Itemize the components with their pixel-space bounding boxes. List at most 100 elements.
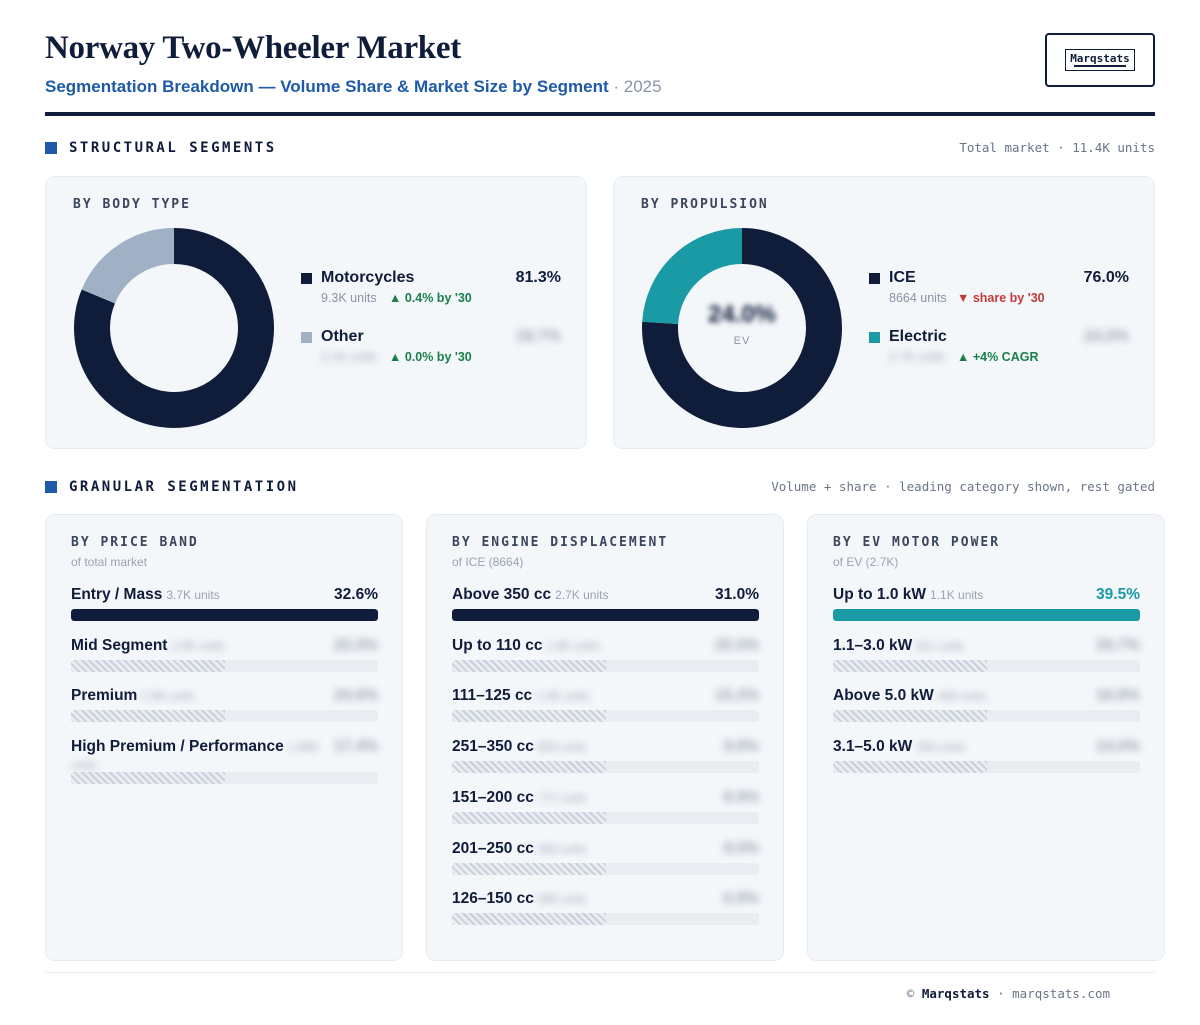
bar-label-text: Entry / Mass (71, 586, 163, 603)
bar-fill-gated (452, 862, 606, 875)
bar-value: 39.5% (1096, 586, 1140, 603)
engine-displacement-card: BY ENGINE DISPLACEMENT of ICE (8664) Abo… (426, 514, 784, 961)
bar-units-gated: 2.9K units (171, 638, 225, 653)
bar-label-text: 111–125 cc (452, 687, 533, 705)
donut-slice-ice (642, 228, 842, 428)
section-marker (45, 142, 57, 154)
bar-label-text: 1.1–3.0 kW (833, 636, 913, 654)
bar-label: 1.1–3.0 kW 811 units (833, 637, 964, 655)
bar-track (452, 811, 759, 824)
footer-brand: Marqstats (921, 986, 990, 1001)
body-type-card: BY BODY TYPE Motorcycles 81.3% 9.3K unit… (45, 176, 587, 449)
bar-label: 251–350 cc 850 units (452, 738, 587, 756)
bar-label: Above 350 cc 2.7K units (452, 586, 608, 604)
bar-track (71, 710, 378, 723)
bar-label-text: 251–350 cc (452, 738, 534, 756)
bar-label: High Premium / Performance 1.98K units (71, 738, 331, 774)
structural-section-header: STRUCTURAL SEGMENTS Total market · 11.4K… (45, 140, 1155, 160)
bar-fill-gated (452, 659, 606, 672)
bar-value: 31.0% (715, 586, 759, 603)
bar-track (833, 659, 1140, 672)
logo-rule (1074, 65, 1126, 67)
footer-copyright: © (906, 986, 915, 1001)
donut-slice-other (81, 228, 175, 304)
legend-item-other: Other 18.7% 2.1K units ▲ 0.0% by '30 (301, 328, 561, 372)
bar-units: 2.7K units (555, 588, 609, 602)
bar-fill-gated (833, 659, 987, 672)
card-title: BY ENGINE DISPLACEMENT (452, 535, 669, 550)
legend-units-gated: 2.1K units (321, 350, 377, 364)
bar-label: Premium 2.8K units (71, 687, 195, 705)
bar-label: Up to 110 cc 1.8K units (452, 637, 600, 655)
bar-units-gated: 693 units (537, 841, 587, 856)
bar-track (71, 772, 378, 785)
legend-swatch (301, 273, 312, 284)
bar-label-text: Mid Segment (71, 636, 168, 654)
body-type-donut (74, 228, 274, 428)
bar-value-gated: 15.2% (715, 687, 759, 705)
bar-value-gated: 20.5% (715, 636, 759, 654)
bar-fill (452, 609, 759, 621)
page-title: Norway Two-Wheeler Market (45, 30, 461, 66)
donut-center-value: 24.0% (707, 301, 777, 328)
bar-track (452, 761, 759, 774)
bar-units: 1.1K units (930, 588, 984, 602)
bar-label: 126–150 cc 589 units (452, 890, 587, 908)
ev-motor-power-card: BY EV MOTOR POWER of EV (2.7K) Up to 1.0… (807, 514, 1165, 961)
bar-fill (833, 609, 1140, 621)
legend-item-electric: Electric 24.0% 2.7K units ▲ +4% CAGR (869, 328, 1129, 372)
bar-units-gated: 1.3K units (536, 689, 590, 704)
legend-units: 9.3K units (321, 291, 377, 305)
bar-value-gated: 24.6% (334, 687, 378, 705)
legend-name: Other (321, 328, 364, 345)
subtitle-year: · 2025 (613, 77, 662, 96)
bar-value-gated: 6.8% (723, 890, 759, 908)
bar-label-text: Premium (71, 687, 138, 705)
bar-fill-gated (71, 659, 225, 672)
footer-site: · marqstats.com (997, 986, 1110, 1001)
propulsion-donut (642, 228, 842, 428)
bar-value: 32.6% (334, 586, 378, 603)
page-header: Norway Two-Wheeler Market Segmentation B… (45, 30, 1155, 116)
bar-track (452, 659, 759, 672)
bar-label-text: 201–250 cc (452, 839, 534, 857)
legend-name: ICE (889, 269, 916, 286)
legend-name: Electric (889, 328, 947, 345)
card-title: BY PRICE BAND (71, 535, 199, 550)
card-subtitle: of total market (71, 555, 148, 569)
bar-units-gated: 456 units (937, 689, 987, 704)
bar-units-gated: 2.8K units (141, 689, 195, 704)
bar-label: Above 5.0 kW 456 units (833, 687, 986, 705)
bar-track (452, 862, 759, 875)
bar-label-text: Up to 1.0 kW (833, 586, 927, 603)
bar-units-gated: 771 units (537, 790, 587, 805)
bar-label-text: Up to 110 cc (452, 636, 543, 654)
bar-fill-gated (833, 761, 987, 774)
bar-fill-gated (833, 710, 987, 723)
donut-slice-electric (642, 228, 743, 325)
bar-fill-gated (452, 811, 606, 824)
card-title: BY EV MOTOR POWER (833, 535, 1001, 550)
bar-value-gated: 25.0% (334, 636, 378, 654)
bar-units: 3.7K units (166, 588, 220, 602)
legend-delta: ▲ 0.4% by '30 (389, 291, 472, 305)
bar-fill (71, 609, 378, 621)
section-marker (45, 481, 57, 493)
bar-label: 201–250 cc 693 units (452, 840, 587, 858)
bar-track (452, 710, 759, 723)
bar-value-gated: 14.0% (1096, 738, 1140, 756)
bar-units-gated: 589 units (537, 892, 587, 907)
bar-track (833, 761, 1140, 774)
subtitle-text: Segmentation Breakdown — Volume Share & … (45, 77, 609, 96)
legend-swatch (301, 332, 312, 343)
bar-fill-gated (452, 710, 606, 723)
legend-delta: ▲ 0.0% by '30 (389, 350, 472, 364)
granular-section-header: GRANULAR SEGMENTATION Volume + share · l… (45, 479, 1155, 499)
section-note: Total market · 11.4K units (959, 140, 1155, 155)
legend-value: 76.0% (1083, 269, 1129, 286)
bar-units-gated: 380 units (916, 740, 965, 755)
bar-value-gated: 29.7% (1096, 636, 1140, 654)
bar-track (833, 609, 1140, 621)
legend-swatch (869, 332, 880, 343)
donut-center: 24.0% EV (641, 227, 843, 429)
